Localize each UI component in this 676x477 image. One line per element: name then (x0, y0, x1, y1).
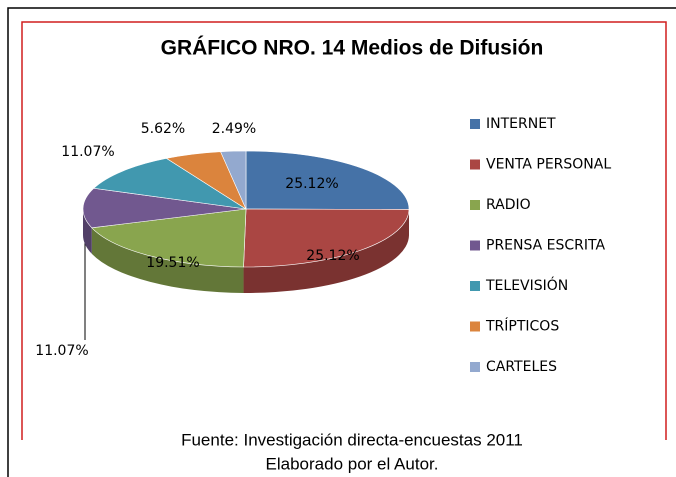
legend-swatch (470, 159, 480, 170)
outer-frame (7, 7, 676, 477)
legend-swatch (470, 119, 480, 129)
data-label: 2.49% (212, 121, 256, 137)
slice (82, 187, 247, 229)
legend-label: TELEVISIÓN (485, 276, 568, 294)
chart-title: GRÁFICO NRO. 14 Medios de Difusión (161, 37, 544, 60)
slice (245, 150, 410, 210)
slice (243, 208, 410, 268)
slice-side (83, 209, 92, 254)
data-label: 11.07% (35, 343, 88, 359)
legend-label: INTERNET (486, 116, 556, 132)
slice (220, 150, 247, 210)
data-label: 5.62% (141, 121, 185, 137)
slice (91, 208, 247, 268)
data-label: 11.07% (61, 144, 114, 160)
slice-side (243, 209, 409, 293)
legend-swatch (470, 200, 480, 210)
data-label: 25.12% (285, 176, 338, 192)
slice-side (91, 227, 244, 293)
legend-swatch (470, 362, 480, 372)
footnote: Fuente: Investigación directa-encuestas … (181, 430, 523, 449)
chart-frame (21, 21, 667, 440)
legend-label: PRENSA ESCRITA (486, 238, 605, 254)
legend-label: TRÍPTICOS (485, 318, 559, 335)
legend-swatch (470, 281, 480, 291)
legend-swatch (470, 321, 480, 332)
data-label: 19.51% (146, 255, 199, 271)
legend-label: VENTA PERSONAL (486, 157, 611, 173)
slice (93, 158, 247, 210)
footnote: Elaborado por el Autor. (266, 454, 439, 473)
legend-swatch (470, 240, 480, 251)
legend-label: RADIO (486, 197, 531, 213)
legend-label: CARTELES (486, 359, 557, 375)
data-label: 25.12% (306, 248, 359, 264)
